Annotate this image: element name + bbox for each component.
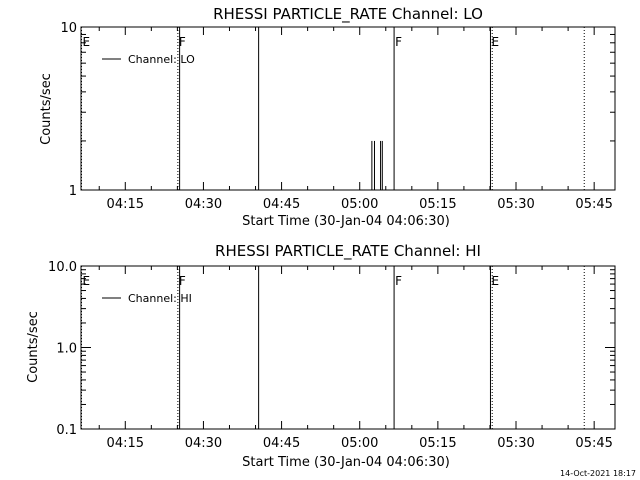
x-tick-label: 04:45: [263, 197, 300, 212]
x-tick-label: 04:45: [263, 436, 300, 451]
lo-y-axis-label: Counts/sec: [39, 73, 54, 145]
lo-channel-panel: RHESSI PARTICLE_RATE Channel: LO Counts/…: [39, 5, 616, 229]
y-tick-label: 10.0: [48, 260, 77, 275]
lo-x-axis-label: Start Time (30-Jan-04 04:06:30): [242, 214, 450, 229]
x-tick-label: 04:30: [185, 197, 222, 212]
x-tick-label: 04:15: [107, 197, 144, 212]
flag-label: F: [179, 274, 186, 288]
x-tick-label: 05:30: [497, 197, 534, 212]
x-tick-label: 05:15: [419, 197, 456, 212]
flag-label: F: [395, 35, 402, 49]
flag-label: E: [491, 274, 499, 288]
flag-label: F: [179, 35, 186, 49]
flag-label: F: [395, 274, 402, 288]
y-tick-label: 1.0: [56, 342, 77, 357]
footer-date: 14-Oct-2021 18:17: [560, 469, 636, 478]
lo-plot-frame: [80, 26, 616, 191]
x-tick-label: 05:00: [341, 197, 378, 212]
lo-legend-label: Channel: LO: [128, 53, 195, 66]
x-tick-label: 05:30: [497, 436, 534, 451]
flag-label: E: [491, 35, 499, 49]
x-tick-label: 05:15: [419, 436, 456, 451]
flag-label: E: [83, 35, 91, 49]
x-tick-label: 04:30: [185, 436, 222, 451]
hi-y-axis-label: Counts/sec: [26, 311, 41, 383]
hi-legend-label: Channel: HI: [128, 292, 192, 305]
x-tick-label: 05:45: [575, 197, 612, 212]
x-tick-label: 05:00: [341, 436, 378, 451]
x-tick-label: 05:45: [575, 436, 612, 451]
x-tick-label: 04:15: [107, 436, 144, 451]
flag-label: E: [83, 274, 91, 288]
y-tick-label: 10: [60, 21, 77, 36]
hi-x-axis-label: Start Time (30-Jan-04 04:06:30): [242, 455, 450, 470]
hi-plot-frame: [80, 265, 616, 430]
hi-channel-panel: RHESSI PARTICLE_RATE Channel: HI Counts/…: [26, 242, 616, 470]
y-tick-label: 0.1: [56, 423, 77, 438]
hi-chart-title: RHESSI PARTICLE_RATE Channel: HI: [215, 242, 481, 261]
y-tick-label: 1: [69, 184, 77, 199]
lo-chart-title: RHESSI PARTICLE_RATE Channel: LO: [213, 5, 483, 24]
